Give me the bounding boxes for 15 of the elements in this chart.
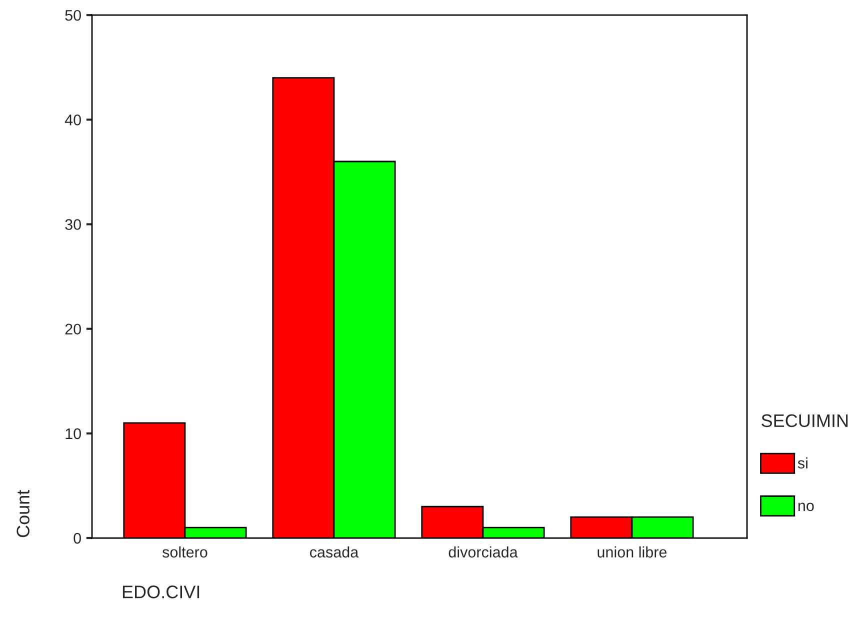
y-tick-label: 40 — [64, 114, 81, 126]
x-tick-label: soltero — [162, 546, 208, 558]
x-axis-title: EDO.CIVI — [122, 586, 200, 598]
x-tick-label: divorciada — [448, 546, 518, 558]
legend-title: SECUIMIN — [762, 414, 848, 428]
y-tick-label: 20 — [65, 324, 81, 335]
x-tick-label: casada — [310, 546, 359, 558]
y-tick-label: 30 — [65, 219, 81, 230]
legend-label: si — [798, 457, 808, 469]
legend-label: no — [798, 502, 814, 512]
y-tick-label: 0 — [74, 532, 81, 544]
y-axis-title: Count — [16, 490, 30, 538]
y-tick-label: 10 — [66, 428, 81, 440]
x-tick-label: union libre — [598, 546, 667, 558]
y-tick-label: 50 — [65, 10, 81, 21]
